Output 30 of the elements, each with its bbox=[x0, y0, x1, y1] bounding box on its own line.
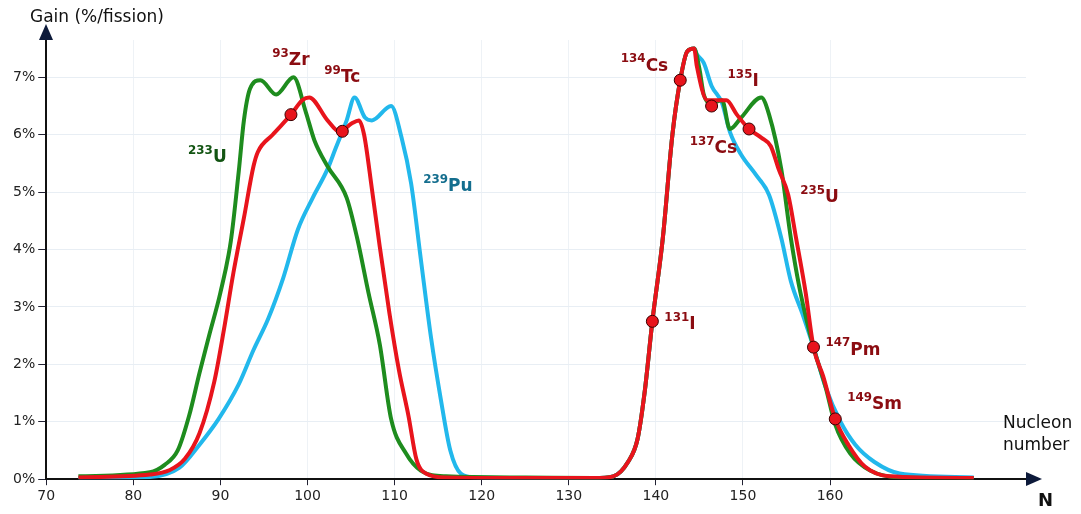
y-tick-label: 6% bbox=[12, 125, 36, 142]
y-tick-label: 5% bbox=[12, 182, 36, 199]
x-tick-label: 130 bbox=[555, 487, 583, 504]
point bbox=[742, 122, 756, 136]
y-tick-label: 3% bbox=[12, 297, 36, 314]
text: N bbox=[1038, 488, 1054, 510]
x-tick-label: 140 bbox=[642, 487, 670, 504]
point bbox=[705, 99, 719, 113]
y-tick-label: 2% bbox=[12, 355, 36, 372]
x-tick-label: 150 bbox=[729, 487, 757, 504]
point bbox=[335, 124, 349, 138]
x-tick-label: 80 bbox=[124, 487, 143, 504]
point bbox=[828, 412, 842, 426]
y-tick-label: 4% bbox=[12, 240, 36, 257]
point bbox=[806, 340, 820, 354]
point bbox=[645, 314, 659, 328]
x-tick-label: 70 bbox=[37, 487, 56, 504]
x-tick-label: 90 bbox=[211, 487, 230, 504]
y-tick-label: 1% bbox=[12, 412, 36, 429]
x-axis-title: Nucleon number bbox=[1003, 411, 1073, 454]
y-tick-label: 7% bbox=[12, 67, 36, 84]
x-tick-label: 120 bbox=[468, 487, 496, 504]
x-tick-label: 110 bbox=[381, 487, 408, 504]
line-series bbox=[76, 46, 976, 480]
y-tick-label: 0% bbox=[12, 469, 36, 486]
x-tick-label: 100 bbox=[294, 487, 321, 504]
point bbox=[673, 73, 687, 87]
point bbox=[284, 108, 298, 122]
x-tick-label: 160 bbox=[816, 487, 844, 504]
y-axis-title: Gain (%/fission) bbox=[30, 6, 164, 27]
